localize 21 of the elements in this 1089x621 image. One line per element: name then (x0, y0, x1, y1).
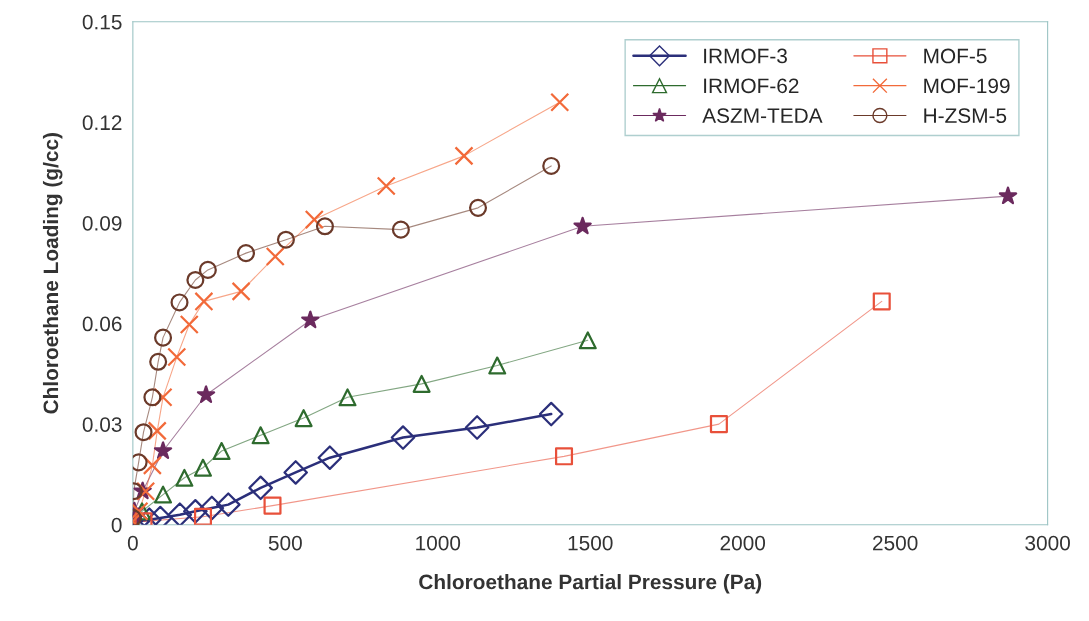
y-tick-label: 0 (111, 517, 122, 533)
legend-label: H-ZSM-5 (924, 108, 1007, 124)
x-tick-label: 2000 (720, 535, 766, 551)
y-tick-label: 0.15 (82, 14, 122, 30)
x-tick-label: 0 (127, 535, 138, 551)
legend-label: MOF-5 (924, 48, 987, 64)
y-tick-label: 0.12 (82, 115, 122, 131)
y-tick-label: 0.06 (82, 316, 122, 332)
y-axis-title: Chloroethane Loading (g/cc) (42, 133, 63, 414)
x-tick-label: 2500 (873, 535, 918, 551)
x-tick-label: 500 (268, 535, 302, 551)
x-tick-label: 3000 (1025, 535, 1070, 551)
legend-label: IRMOF-62 (704, 78, 799, 94)
legend-label: IRMOF-3 (704, 48, 787, 64)
x-axis-title: Chloroethane Partial Pressure (Pa) (419, 574, 762, 594)
x-tick-label: 1000 (416, 535, 461, 551)
legend-label: ASZM-TEDA (702, 108, 823, 124)
y-tick-label: 0.09 (82, 215, 122, 231)
x-tick-label: 1500 (568, 535, 613, 551)
legend-label: MOF-199 (924, 78, 1010, 94)
y-tick-label: 0.03 (82, 417, 122, 432)
